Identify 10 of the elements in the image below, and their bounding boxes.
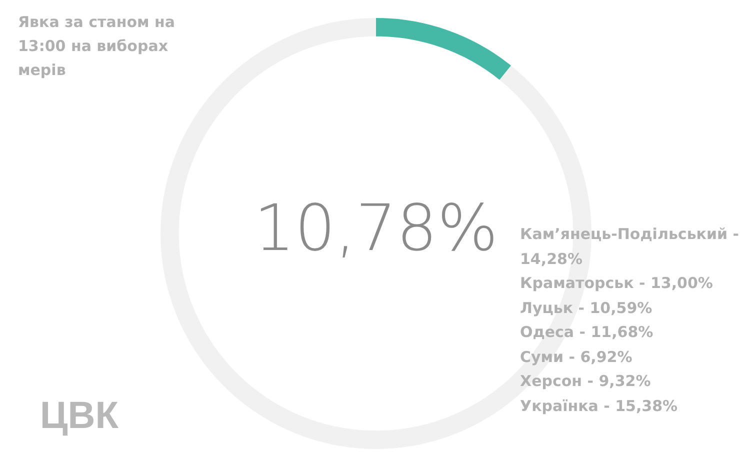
- data-label: 10,78%: [254, 192, 498, 266]
- text: Херсон - 9,32%: [520, 371, 652, 392]
- text: ЦВК: [40, 395, 118, 438]
- text: Суми - 6,92%: [520, 346, 634, 368]
- text: Явка за станом на 13:00 на виборах мерів: [18, 12, 176, 81]
- text: Одеса - 11,68%: [520, 322, 654, 343]
- text: Українка - 15,38%: [520, 396, 679, 416]
- text: Кам’янець-Подільський - 14,28%: [520, 224, 740, 270]
- text: Краматорськ - 13,00%: [520, 273, 714, 294]
- text: Луцьк - 10,59%: [520, 298, 654, 318]
